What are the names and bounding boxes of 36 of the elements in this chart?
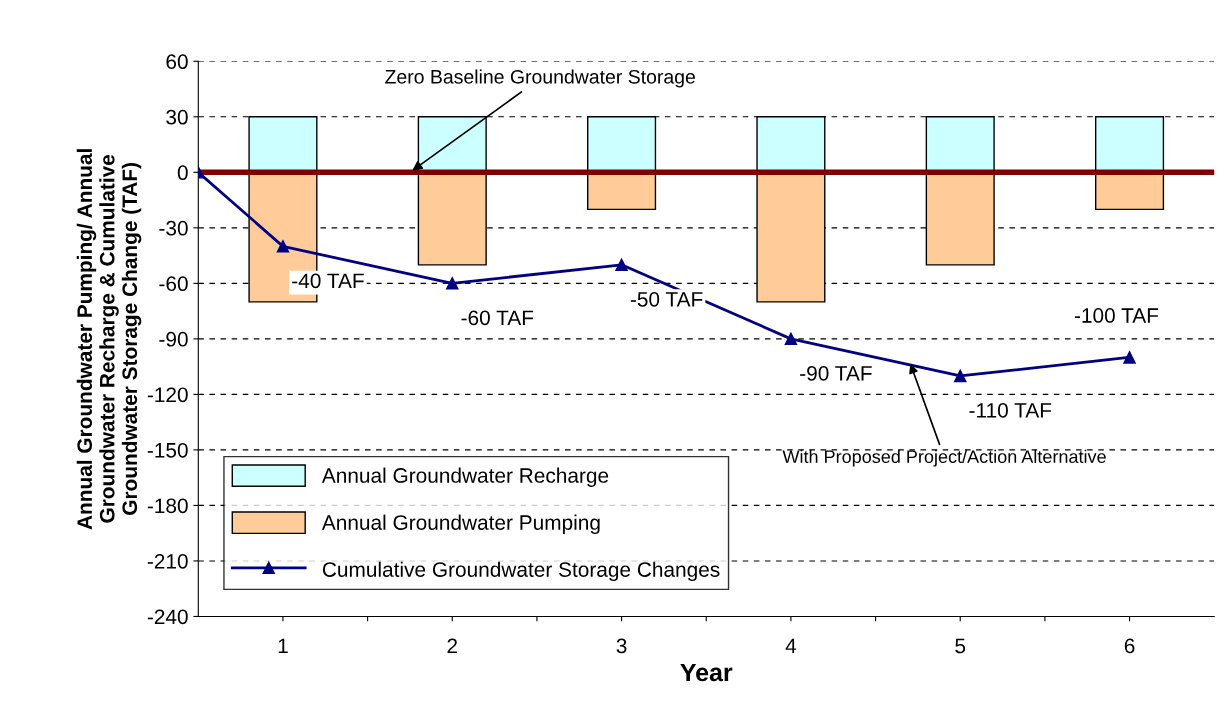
x-tick-label: 3 <box>616 638 627 654</box>
point <box>1123 351 1136 364</box>
x-tick-label: 2 <box>447 638 458 654</box>
data-label: -90 TAF <box>800 365 872 381</box>
y-axis-title: Annual Groundwater Pumping/ Annual Groundwater Recharge & Cumulative Groundwater Storage Change (TAF) <box>76 149 142 530</box>
x-tick-label: 5 <box>955 638 966 654</box>
point <box>784 332 798 346</box>
data-label: -50 TAF <box>630 291 703 307</box>
point <box>953 369 967 383</box>
point <box>276 240 290 253</box>
y-tick-label: 30 <box>166 109 188 125</box>
y-tick-label: 60 <box>166 54 188 70</box>
legend-label: Annual Groundwater Pumping <box>321 514 600 535</box>
x-tick-label: 1 <box>278 638 288 654</box>
y-tick-label: -210 <box>147 553 188 569</box>
y-tick-label: -120 <box>147 387 188 403</box>
x-tick-label: 4 <box>785 638 797 654</box>
y-tick-label: -240 <box>147 609 188 625</box>
y-tick-label: -150 <box>147 442 188 458</box>
annotation: With Proposed Project/Action Alternative <box>782 449 1106 467</box>
y-tick-label: -180 <box>147 498 188 514</box>
data-label: -60 TAF <box>461 310 534 326</box>
point <box>446 277 459 290</box>
legend-label: Annual Groundwater Recharge <box>321 467 609 487</box>
x-tick-label: 6 <box>1124 638 1135 654</box>
data-label: -100 TAF <box>1074 308 1159 323</box>
x-axis-title: Year <box>680 663 733 682</box>
ref-line-label: Zero Baseline Groundwater Storage <box>385 69 695 88</box>
y-tick-label: 0 <box>177 165 188 181</box>
y-tick-label: -30 <box>159 220 188 236</box>
legend-label: Cumulative Groundwater Storage Changes <box>322 561 720 582</box>
data-label: -40 TAF <box>292 273 364 289</box>
point <box>615 258 628 272</box>
y-tick-label: -60 <box>159 276 188 292</box>
y-tick-label: -90 <box>159 331 188 347</box>
data-label: -110 TAF <box>969 403 1052 418</box>
